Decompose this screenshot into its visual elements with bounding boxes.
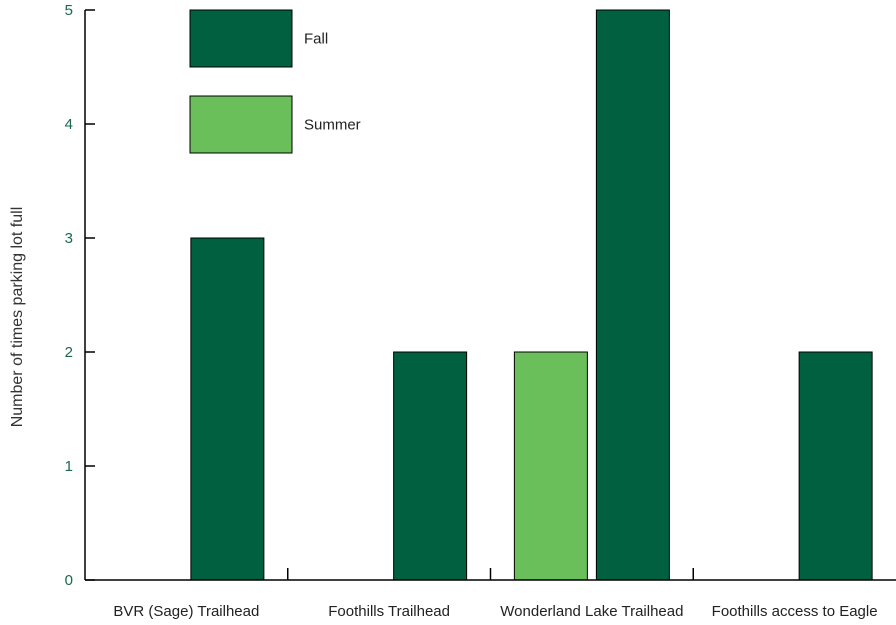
- y-tick-label-3: 3: [65, 230, 73, 247]
- legend-label-fall: Fall: [304, 31, 328, 48]
- legend-swatch-fall: [189, 9, 293, 68]
- bar-fall-bvr-sage-trailhead: [190, 237, 265, 581]
- x-tick-label-foothills-trailhead: Foothills Trailhead: [328, 603, 450, 620]
- legend-swatch-summer: [189, 95, 293, 154]
- x-tick-label-wonderland-lake-trailhead: Wonderland Lake Trailhead: [500, 603, 683, 620]
- bars-layer: [190, 9, 873, 581]
- y-tick-label-0: 0: [65, 572, 73, 589]
- y-axis-title: Number of times parking lot full: [9, 207, 26, 428]
- legend: Fall Summer: [189, 9, 361, 154]
- y-tick-label-1: 1: [65, 458, 73, 475]
- bar-summer-wonderland-lake-trailhead: [513, 351, 588, 581]
- axes-layer: [84, 9, 896, 581]
- legend-label-summer: Summer: [304, 117, 361, 134]
- bar-fall-foothills-trailhead: [393, 351, 468, 581]
- y-tick-label-5: 5: [65, 2, 73, 19]
- bar-fall-foothills-access-to-eagle: [798, 351, 873, 581]
- bar-fall-wonderland-lake-trailhead: [595, 9, 670, 581]
- y-tick-label-2: 2: [65, 344, 73, 361]
- x-tick-label-bvr-sage-trailhead: BVR (Sage) Trailhead: [113, 603, 259, 620]
- y-tick-label-4: 4: [65, 116, 73, 133]
- labels-layer: 0 1 2 3 4 5 BVR (Sage) Trailhead Foothills Trai…: [65, 2, 878, 620]
- x-tick-label-foothills-access-to-eagle: Foothills access to Eagle: [712, 603, 878, 620]
